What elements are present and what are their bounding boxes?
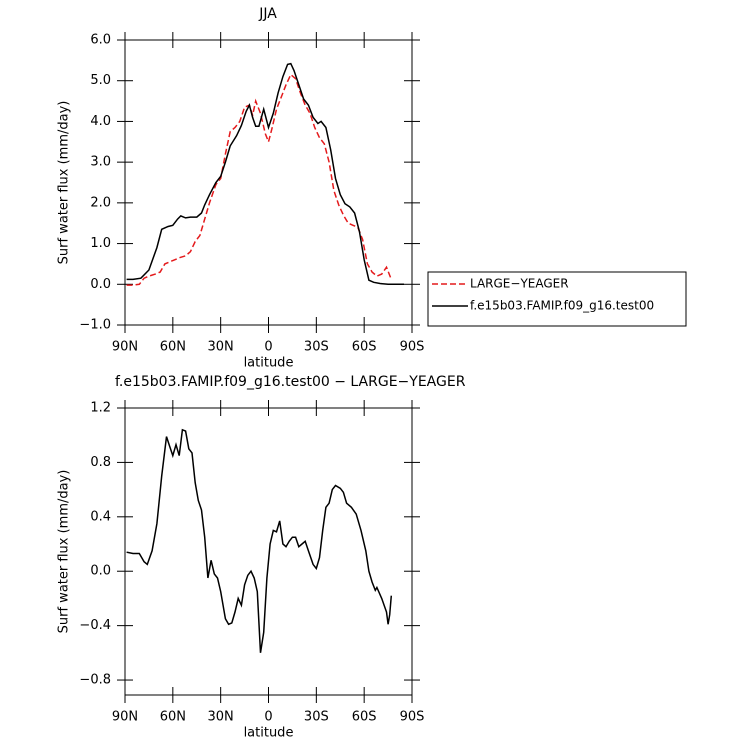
x-tick-label: 60S (352, 340, 377, 355)
x-tick-label: 30S (304, 340, 329, 355)
legend-frame (427, 271, 687, 327)
y-tick-label: 2.0 (90, 195, 111, 210)
x-tick-label: 60N (160, 710, 186, 725)
y-tick-label: 0.0 (90, 564, 111, 579)
x-tick-label: 60S (352, 710, 377, 725)
x-tick-label: 0 (264, 710, 272, 725)
y-tick-label: 1.2 (90, 401, 111, 416)
y-tick-label: 6.0 (90, 33, 111, 48)
y-tick-label: 1.0 (90, 236, 111, 251)
data-line (126, 62, 404, 286)
chart-title: JJA (258, 6, 277, 22)
x-tick-label: 90S (400, 710, 425, 725)
plot-frame (124, 39, 413, 326)
y-tick-label: −1.0 (79, 318, 111, 333)
y-tick-label: 3.0 (90, 155, 111, 170)
x-axis-label: latitude (244, 726, 294, 741)
y-tick-label: 0.4 (90, 509, 111, 524)
legend-label: f.e15b03.FAMIP.f09_g16.test00 (470, 299, 654, 313)
x-tick-label: 30N (208, 340, 234, 355)
data-line (126, 73, 392, 286)
x-tick-label: 30N (208, 710, 234, 725)
y-tick-label: 0.8 (90, 455, 111, 470)
y-tick-label: −0.8 (79, 673, 111, 688)
x-tick-label: 0 (264, 340, 272, 355)
x-axis-label: latitude (244, 356, 294, 371)
legend-label: LARGE−YEAGER (470, 277, 569, 291)
plot-frame (124, 407, 413, 696)
y-tick-label: 4.0 (90, 114, 111, 129)
y-tick-label: 5.0 (90, 73, 111, 88)
x-tick-label: 90N (112, 710, 138, 725)
x-tick-label: 90N (112, 340, 138, 355)
x-tick-label: 60N (160, 340, 186, 355)
x-tick-label: 90S (400, 340, 425, 355)
y-axis-label: Surf water flux (mm/day) (57, 470, 72, 634)
y-axis-label: Surf water flux (mm/day) (57, 101, 72, 265)
chart-title: f.e15b03.FAMIP.f09_g16.test00 − LARGE−YE… (115, 374, 466, 390)
data-line (126, 428, 393, 653)
y-tick-label: −0.4 (79, 618, 111, 633)
x-tick-label: 30S (304, 710, 329, 725)
y-tick-label: 0.0 (90, 277, 111, 292)
